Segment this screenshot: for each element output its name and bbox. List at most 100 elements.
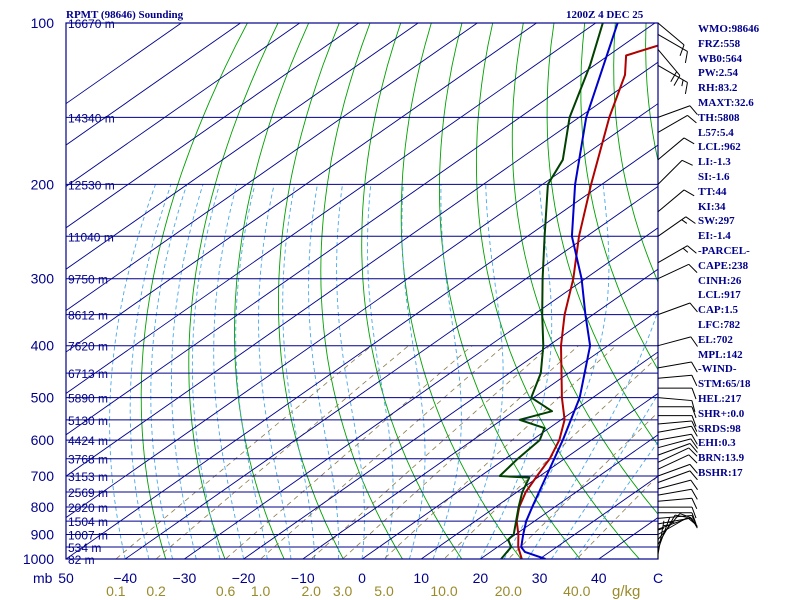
barb-staff xyxy=(657,302,691,316)
index-item: MAXT:32.6 xyxy=(698,96,754,109)
wind-barb-column xyxy=(657,22,698,559)
index-item: BSHR:17 xyxy=(698,466,743,479)
temperature-tick-label: −40 xyxy=(113,570,137,586)
isotherm xyxy=(66,144,658,559)
pressure-tick-label: 1000 xyxy=(23,551,54,567)
isotherm xyxy=(124,185,658,559)
wind-barb xyxy=(657,22,685,57)
index-item: PW:2.54 xyxy=(698,67,739,80)
index-item: L57:5.4 xyxy=(698,126,734,139)
dry-adiabat xyxy=(188,23,279,559)
wind-barb xyxy=(657,189,695,213)
barb-flag xyxy=(684,51,688,64)
height-label: 4424 m xyxy=(68,434,108,448)
index-item: LI:-1.3 xyxy=(698,156,731,169)
mixing-ratio-label: 3.0 xyxy=(333,583,353,599)
isotherm xyxy=(302,310,658,559)
mixing-ratio-label: 10.0 xyxy=(430,583,457,599)
isotherm xyxy=(361,351,658,559)
barb-flag xyxy=(690,438,698,449)
wind-barb xyxy=(658,506,697,519)
y-unit-label: mb xyxy=(33,570,53,586)
chart-title: RPMT (98646) Sounding xyxy=(66,9,184,21)
height-label: 2020 m xyxy=(68,501,108,515)
trace-layer xyxy=(498,23,658,559)
wind-barb xyxy=(657,479,698,490)
height-label: 11040 m xyxy=(68,230,114,244)
wind-barb xyxy=(657,105,698,118)
barb-staff xyxy=(657,517,692,525)
height-label: 3153 m xyxy=(68,470,108,484)
barb-flag xyxy=(691,415,697,427)
barb-flag xyxy=(691,506,697,519)
wind-barb xyxy=(657,216,696,237)
barb-staff xyxy=(657,433,692,441)
barb-staff xyxy=(657,470,691,483)
mixing-ratio-line xyxy=(507,411,658,559)
temperature-tick-label: 20 xyxy=(473,570,489,586)
barb-staff xyxy=(657,22,685,46)
mixing-ratio-label: 0.6 xyxy=(216,583,236,599)
wind-barb xyxy=(657,443,698,456)
barb-flag xyxy=(683,189,695,197)
wind-barb xyxy=(657,454,698,470)
barb-staff xyxy=(657,420,692,425)
barb-flag xyxy=(690,479,698,490)
moist-adiabat xyxy=(282,184,316,559)
index-item: -PARCEL- xyxy=(698,244,750,257)
index-item: STM:65/18 xyxy=(698,378,751,391)
parcel-trace xyxy=(520,23,619,559)
barb-staff xyxy=(657,443,691,456)
wind-barb xyxy=(657,137,695,161)
mixing-ratio-label: 2.0 xyxy=(301,583,321,599)
index-item: CAP:1.5 xyxy=(698,304,739,317)
wind-barb xyxy=(657,263,698,280)
moist-adiabat xyxy=(401,184,426,559)
wind-barb xyxy=(657,336,698,347)
pressure-tick-label: 900 xyxy=(31,526,55,542)
wind-barb xyxy=(657,514,698,527)
index-item: RH:83.2 xyxy=(698,82,738,95)
plot-frame xyxy=(65,22,659,560)
barb-flag xyxy=(691,420,698,432)
valid-time: 1200Z 4 DEC 25 xyxy=(566,9,644,21)
index-item: KI:34 xyxy=(698,200,726,213)
height-label: 1007 m xyxy=(68,528,108,542)
isotherm xyxy=(598,517,658,559)
barb-staff xyxy=(657,361,692,369)
barb-staff xyxy=(657,520,665,555)
index-item: LFC:782 xyxy=(698,318,741,331)
isotherm xyxy=(66,23,419,270)
barb-staff xyxy=(657,336,691,347)
mixing-ratio-line xyxy=(224,345,473,559)
index-item: CINH:26 xyxy=(698,274,742,287)
dry-adiabat xyxy=(400,23,522,559)
barb-staff xyxy=(657,263,690,280)
pressure-tick-label: 500 xyxy=(31,390,55,406)
moist-adiabat xyxy=(574,440,658,559)
temperature-tick-label: 0 xyxy=(358,570,366,586)
barb-staff xyxy=(657,513,681,540)
wind-barb xyxy=(657,420,698,432)
isotherm xyxy=(183,227,658,559)
barb-staff xyxy=(657,447,690,463)
index-item: TT:44 xyxy=(698,185,727,198)
grid-layer xyxy=(66,0,800,570)
wind-barb xyxy=(657,114,697,133)
index-item: EL:702 xyxy=(698,333,733,346)
dry-adiabat xyxy=(766,0,800,570)
isotherm xyxy=(66,23,479,312)
index-item: SI:-1.6 xyxy=(698,170,730,183)
mixing-ratio-line xyxy=(383,345,617,559)
moist-adiabat xyxy=(171,184,204,559)
barb-flag xyxy=(687,245,697,254)
mixing-ratio-line xyxy=(259,345,505,559)
barb-flag xyxy=(683,137,695,145)
moist-adiabat xyxy=(456,184,504,559)
isotherm xyxy=(66,61,658,477)
height-label: 6713 m xyxy=(68,367,108,381)
height-label: 3768 m xyxy=(68,453,108,467)
isotherm xyxy=(66,23,183,105)
pressure-tick-label: 800 xyxy=(31,499,55,515)
barb-flag xyxy=(689,443,698,453)
